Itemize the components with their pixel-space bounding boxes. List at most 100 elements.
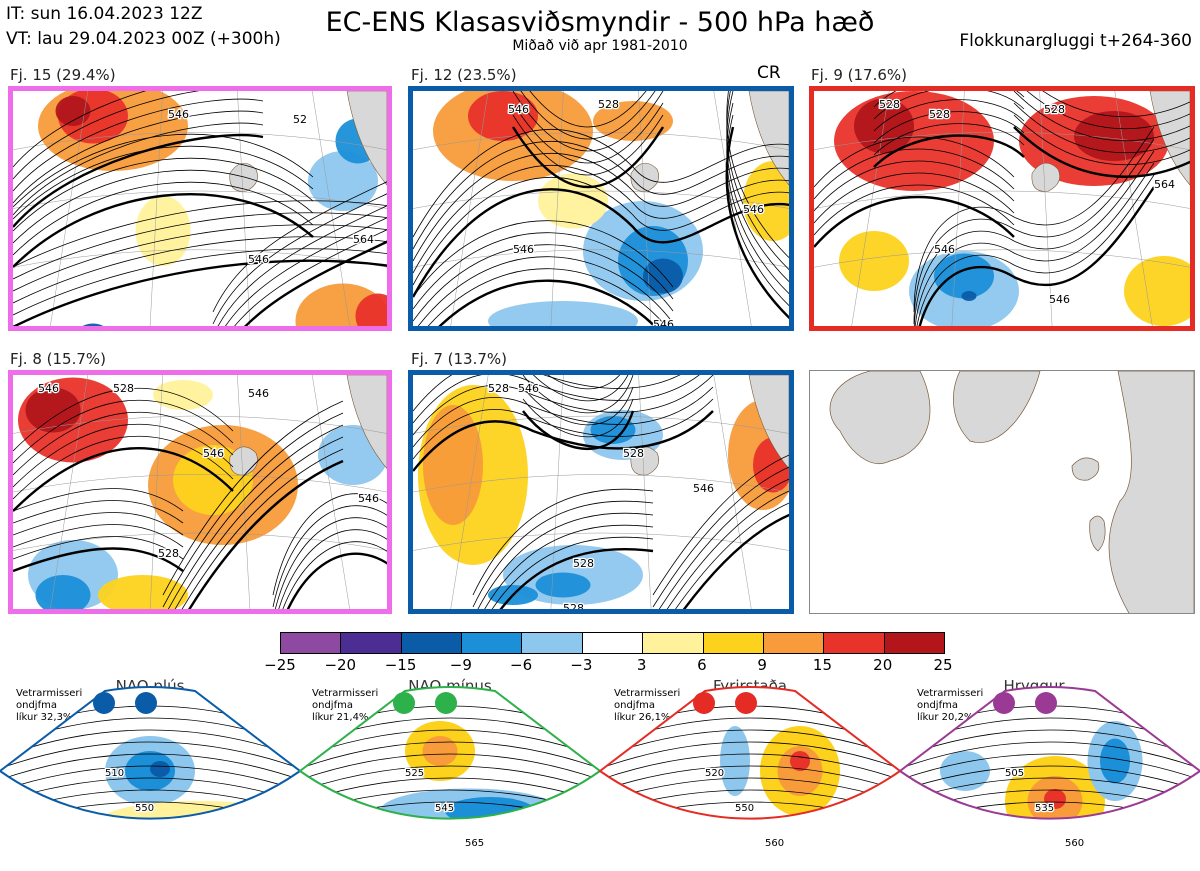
contour-label: 564: [1154, 178, 1175, 191]
height-contour-bold: [873, 134, 1025, 168]
height-contour: [666, 490, 789, 609]
height-contour: [413, 177, 789, 286]
cluster-map[interactable]: 546 528 546 546 528 546: [8, 370, 392, 614]
cluster-label: Fj. 15 (29.4%): [10, 66, 116, 84]
regime-anomaly: [445, 797, 535, 819]
land-scandinavia: [346, 91, 387, 186]
anomaly-blob: [468, 91, 538, 141]
colorbar-swatch: [702, 633, 763, 653]
contour-label: 546: [358, 492, 379, 505]
regime-marker: [1035, 692, 1057, 714]
height-contour: [675, 502, 789, 609]
height-contour: [413, 232, 674, 310]
height-contour: [726, 91, 789, 271]
regime-frame: [898, 686, 1200, 820]
regime-marker: [93, 692, 115, 714]
height-contour: [914, 162, 1155, 326]
colorbar-tick-label: 3: [636, 656, 647, 674]
height-contour: [13, 500, 184, 524]
graticule-line: [237, 91, 251, 326]
height-contour: [913, 126, 1155, 313]
height-contour: [726, 91, 789, 259]
height-contour: [413, 375, 714, 436]
contour-label: 546: [248, 387, 269, 400]
anomaly-map: 52852852854656454654: [814, 91, 1190, 326]
anomaly-blob: [55, 96, 91, 126]
colorbar-swatch: [521, 633, 582, 653]
graticule-line: [814, 132, 1190, 150]
height-contour: [873, 91, 1025, 108]
height-contour: [13, 411, 234, 476]
height-contour: [427, 268, 667, 326]
regime-anomaly: [940, 751, 990, 791]
height-contour: [873, 111, 1025, 144]
graticule-line: [951, 91, 965, 326]
height-contour: [547, 375, 620, 390]
colorbar-tick-label: 9: [757, 656, 767, 674]
land-scandinavia: [748, 375, 789, 470]
regime-contour-label: 560: [1065, 838, 1084, 849]
height-contour: [652, 466, 789, 608]
anomaly-map: 5465254656454654: [13, 91, 387, 326]
contour-label: 546: [513, 243, 534, 256]
height-contour-bold: [13, 447, 234, 512]
regime-contour-label: 510: [105, 768, 124, 779]
cluster-map[interactable]: 52852852854656454654: [809, 86, 1195, 331]
height-contour: [13, 133, 314, 208]
height-contour: [162, 412, 344, 608]
graticule-line: [413, 532, 789, 551]
empty-map: [809, 370, 1195, 614]
height-contour-bold: [13, 259, 387, 326]
height-contour: [873, 123, 1025, 156]
contour-label: 528: [488, 382, 509, 395]
regime-marker: [393, 692, 415, 714]
graticule-line: [311, 375, 350, 609]
height-contour: [491, 536, 654, 609]
cluster-label: Fj. 8 (15.7%): [10, 350, 106, 368]
cluster-label: Fj. 12 (23.5%): [411, 66, 517, 84]
anomaly-blob: [743, 161, 789, 241]
colorbar-tick-label: −15: [384, 656, 417, 674]
regime-anomaly: [100, 801, 300, 819]
height-contour: [13, 98, 264, 192]
cluster-map[interactable]: 52854652854652852854: [408, 370, 794, 614]
anomaly-blob: [98, 575, 188, 609]
contour-label: 528: [113, 382, 134, 395]
graticule-line: [814, 190, 1190, 209]
regime-contour: [900, 753, 1200, 786]
anomaly-blob: [82, 323, 104, 326]
height-contour-bold: [286, 552, 387, 609]
valid-time: VT: lau 29.04.2023 00Z (+300h): [6, 29, 281, 49]
colorbar-tick-label: −25: [264, 656, 296, 674]
height-contour: [726, 102, 789, 295]
colorbar-tick-label: 6: [697, 656, 707, 674]
height-contour-bold: [918, 186, 1155, 326]
regime-contour: [600, 741, 900, 775]
height-contour-bold: [682, 513, 789, 609]
contour-label: 528: [563, 602, 584, 609]
graticule-line: [50, 375, 89, 609]
height-contour: [13, 387, 234, 452]
contour-label: 52: [293, 113, 307, 126]
height-contour: [658, 478, 789, 609]
height-contour: [418, 256, 674, 326]
cluster-map[interactable]: 5465254656454654: [8, 86, 392, 331]
height-contour: [13, 524, 184, 548]
height-contour: [13, 169, 314, 244]
contour-label: 546: [1049, 293, 1070, 306]
regime-note: Vetrarmisseri ondjfma líkur 26,1%: [614, 688, 681, 723]
regime-note: Vetrarmisseri ondjfma líkur 21,4%: [312, 688, 379, 723]
height-contour: [13, 181, 314, 256]
height-contour: [13, 435, 234, 500]
anomaly-blob: [1124, 256, 1190, 326]
anomaly-blob: [153, 380, 213, 410]
height-contour: [13, 224, 387, 292]
contour-label: 528: [158, 547, 179, 560]
cluster-map[interactable]: 54652854654654654: [408, 86, 794, 331]
height-contour: [1013, 114, 1190, 166]
graticule-line: [13, 474, 387, 493]
height-contour-bold: [244, 240, 387, 326]
height-contour: [477, 512, 654, 609]
colorbar-swatch: [340, 633, 401, 653]
regime-contour-label: 560: [765, 838, 784, 849]
